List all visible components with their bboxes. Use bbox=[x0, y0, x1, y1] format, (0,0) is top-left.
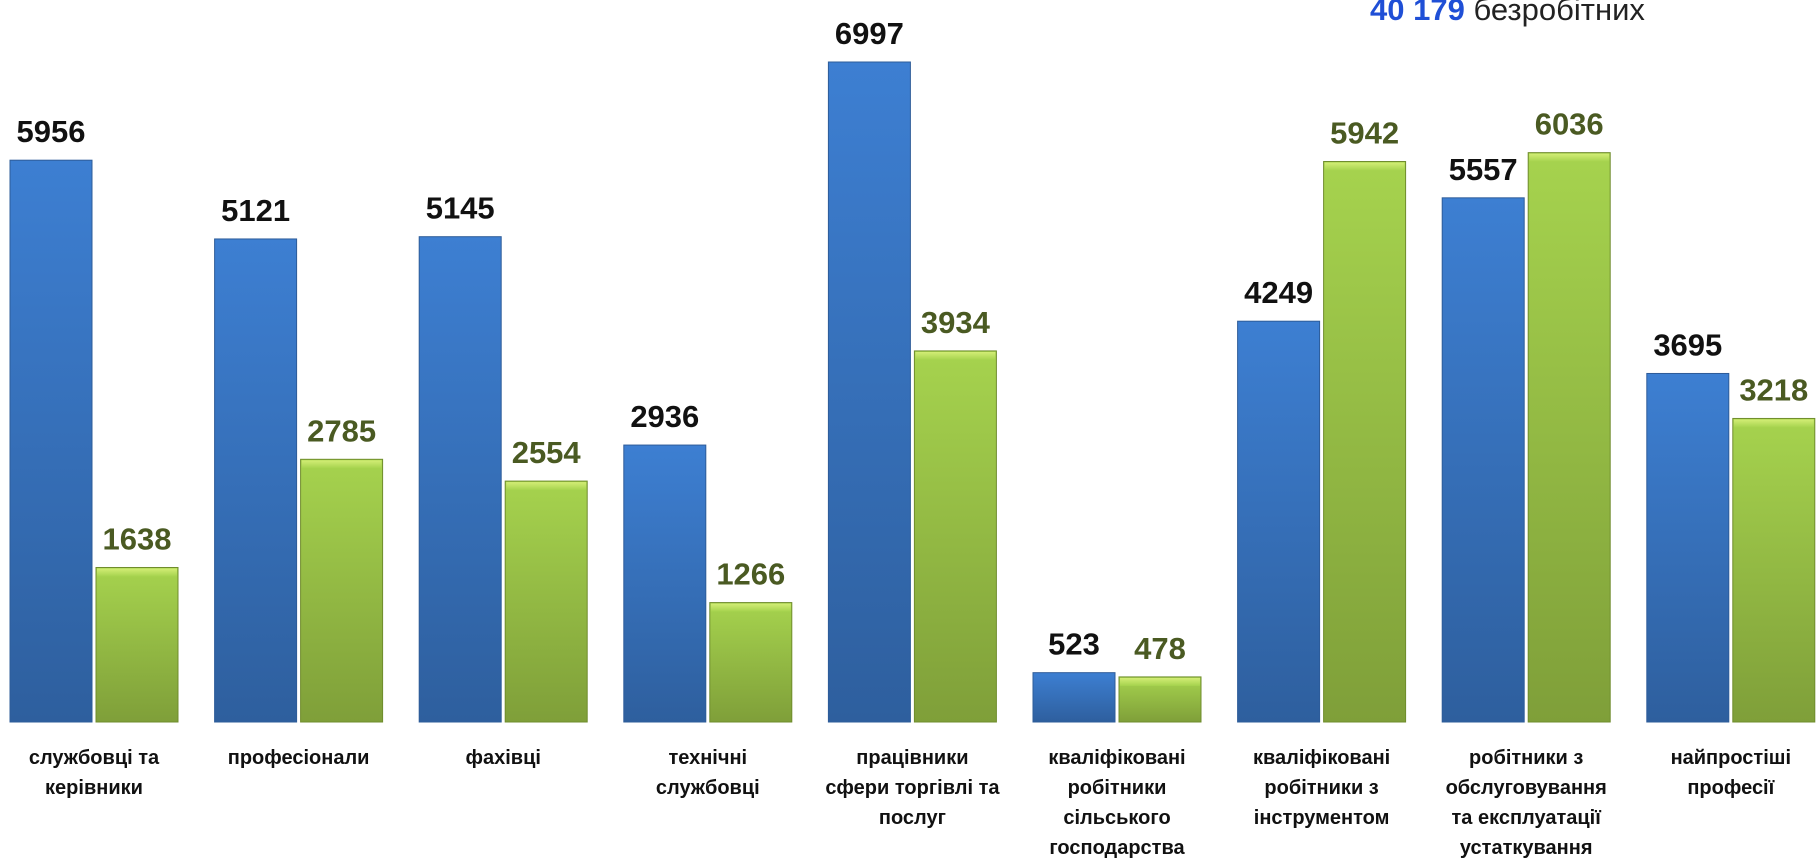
bar-blue-2 bbox=[418, 236, 502, 723]
value-label-blue-0: 5956 bbox=[17, 114, 86, 149]
bar-blue-0 bbox=[9, 159, 93, 723]
bar-blue-5 bbox=[1032, 672, 1116, 723]
category-label-7-line-2: та експлуатації bbox=[1452, 807, 1602, 829]
category-label-5-line-2: сільського bbox=[1063, 807, 1170, 829]
category-label-4-line-1: сфери торгівлі та bbox=[825, 777, 1000, 799]
category-labels-group: службовці та керівники професіонали фахівці… bbox=[29, 747, 1791, 859]
bar-green-3 bbox=[709, 602, 793, 723]
bar-green-cap-8 bbox=[1733, 419, 1814, 428]
category-label-0-line-1: керівники bbox=[45, 777, 143, 799]
value-label-blue-7: 5557 bbox=[1449, 152, 1518, 187]
bar-green-8 bbox=[1732, 417, 1816, 723]
value-label-green-3: 1266 bbox=[716, 557, 785, 592]
bar-green-cap-7 bbox=[1529, 153, 1610, 162]
category-label-7-line-0: робітники з bbox=[1469, 747, 1583, 769]
total-label: безробітних bbox=[1473, 0, 1645, 27]
bar-green-6 bbox=[1323, 161, 1407, 723]
value-label-green-6: 5942 bbox=[1330, 116, 1399, 151]
value-label-green-0: 1638 bbox=[103, 521, 172, 556]
category-label-5-line-1: робітники bbox=[1068, 777, 1167, 799]
bar-green-cap-2 bbox=[506, 482, 587, 491]
category-label-4-line-0: працівники bbox=[856, 747, 968, 769]
bar-green-2 bbox=[504, 480, 588, 723]
category-label-3-line-1: службовці bbox=[656, 777, 760, 799]
value-label-blue-3: 2936 bbox=[630, 399, 699, 434]
bar-blue-7 bbox=[1441, 197, 1525, 723]
value-label-blue-2: 5145 bbox=[426, 191, 495, 226]
category-label-5-line-0: кваліфіковані bbox=[1048, 747, 1185, 769]
category-label-2-line-0: фахівці bbox=[465, 747, 540, 769]
category-label-5-line-3: господарства bbox=[1049, 837, 1185, 859]
bar-blue-4 bbox=[827, 61, 911, 723]
value-label-blue-1: 5121 bbox=[221, 193, 290, 228]
value-label-blue-8: 3695 bbox=[1653, 327, 1722, 362]
bars-group bbox=[9, 61, 1816, 723]
value-label-green-2: 2554 bbox=[512, 435, 582, 470]
category-label-0-line-0: службовці та bbox=[29, 747, 160, 769]
bar-green-cap-6 bbox=[1324, 162, 1405, 171]
category-label-6-line-2: інструментом bbox=[1254, 807, 1390, 829]
category-label-7-line-3: устаткування bbox=[1460, 837, 1593, 859]
value-label-green-1: 2785 bbox=[307, 413, 376, 448]
value-label-blue-4: 6997 bbox=[835, 16, 904, 51]
category-label-4-line-2: послуг bbox=[879, 807, 946, 829]
bar-green-0 bbox=[95, 566, 179, 723]
value-label-green-8: 3218 bbox=[1739, 372, 1808, 407]
value-label-blue-6: 4249 bbox=[1244, 275, 1313, 310]
bar-blue-8 bbox=[1646, 372, 1730, 723]
bar-green-7 bbox=[1527, 152, 1611, 723]
bar-blue-3 bbox=[623, 444, 707, 723]
bar-green-1 bbox=[300, 458, 384, 723]
value-labels-group: 5956 1638 5121 2785 5145 2554 2936 1266 6997 3934… bbox=[17, 16, 1809, 666]
value-label-green-5: 478 bbox=[1134, 631, 1186, 666]
category-label-3-line-0: технічні bbox=[668, 747, 747, 769]
total-unemployed: 40 179 безробітних bbox=[1370, 0, 1645, 28]
category-label-7-line-1: обслуговування bbox=[1446, 777, 1607, 799]
bar-blue-1 bbox=[214, 238, 298, 723]
category-label-6-line-1: робітники з bbox=[1264, 777, 1378, 799]
category-label-1-line-0: професіонали bbox=[228, 747, 370, 769]
bar-green-cap-0 bbox=[97, 568, 177, 577]
bar-green-cap-4 bbox=[915, 351, 996, 360]
value-label-blue-5: 523 bbox=[1048, 627, 1100, 662]
bar-green-cap-3 bbox=[710, 603, 791, 612]
value-label-green-7: 6036 bbox=[1535, 107, 1604, 142]
category-label-8-line-1: професії bbox=[1687, 777, 1774, 799]
value-label-green-4: 3934 bbox=[921, 305, 991, 340]
bar-green-cap-1 bbox=[301, 460, 382, 469]
total-value: 40 179 bbox=[1370, 0, 1465, 27]
category-label-8-line-0: найпростіші bbox=[1671, 747, 1791, 769]
bar-green-4 bbox=[913, 350, 997, 723]
category-label-6-line-0: кваліфіковані bbox=[1253, 747, 1390, 769]
bar-blue-6 bbox=[1237, 320, 1321, 723]
bar-green-cap-5 bbox=[1120, 677, 1200, 686]
